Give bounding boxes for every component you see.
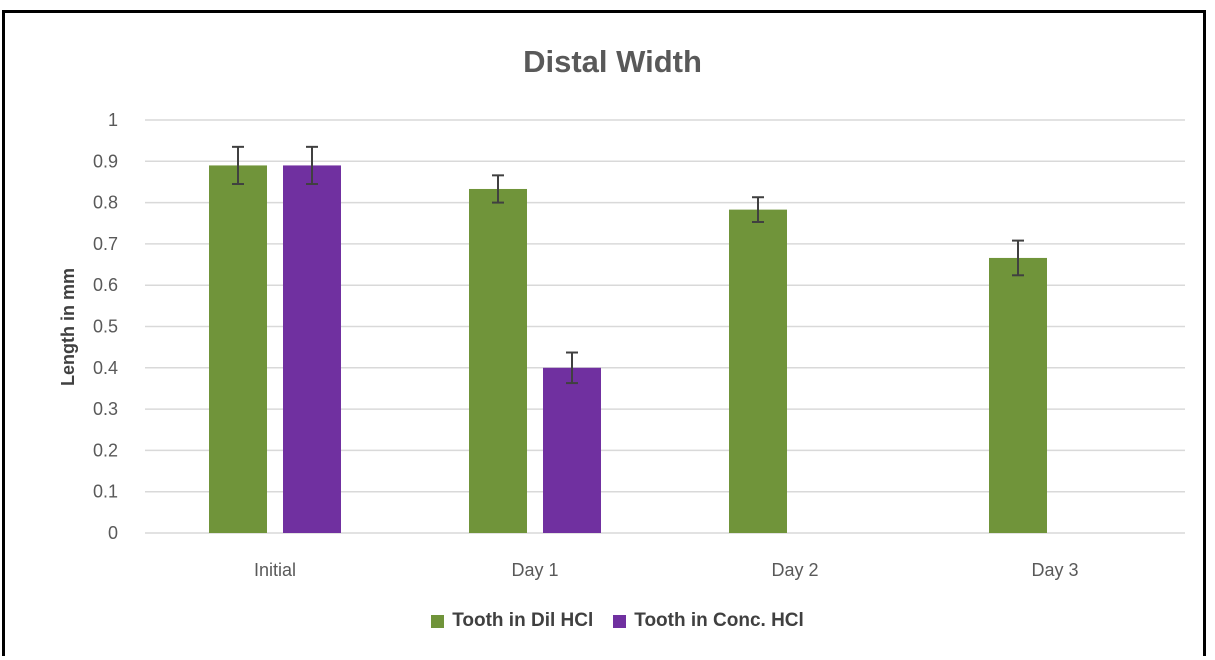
y-tick-label: 0.5 — [93, 317, 118, 337]
y-tick-label: 0.9 — [93, 151, 118, 171]
legend-label-conc: Tooth in Conc. HCl — [634, 610, 804, 631]
y-tick-label: 0.6 — [93, 275, 118, 295]
x-tick-label: Day 1 — [511, 560, 558, 580]
y-tick-label: 0.7 — [93, 234, 118, 254]
x-tick-label: Initial — [254, 560, 296, 580]
y-tick-label: 0.3 — [93, 399, 118, 419]
legend-swatch-conc — [613, 614, 627, 628]
bar-dil-2 — [729, 209, 787, 533]
bar-conc-0 — [283, 165, 341, 533]
y-tick-label: 0.2 — [93, 440, 118, 460]
bars — [209, 165, 1047, 533]
bar-dil-3 — [989, 257, 1047, 533]
legend-swatch-dil — [431, 614, 445, 628]
bar-dil-1 — [469, 188, 527, 533]
y-tick-label: 0 — [108, 523, 118, 543]
bar-dil-0 — [209, 165, 267, 533]
y-axis-label: Length in mm — [58, 268, 78, 386]
y-tick-label: 0.8 — [93, 193, 118, 213]
legend-label-dil: Tooth in Dil HCl — [452, 610, 594, 631]
legend-item-dil: Tooth in Dil HCl — [431, 610, 593, 632]
y-tick-label: 0.1 — [93, 482, 118, 502]
y-tick-label: 0.4 — [93, 358, 118, 378]
legend-item-conc: Tooth in Conc. HCl — [613, 610, 804, 632]
y-tick-label: 1 — [108, 110, 118, 130]
x-axis-ticks: Initial Day 1 Day 2 Day 3 — [254, 560, 1079, 580]
legend: Tooth in Dil HCl Tooth in Conc. HCl — [0, 610, 1215, 632]
chart-title: Distal Width — [523, 44, 702, 79]
x-tick-label: Day 3 — [1031, 560, 1078, 580]
error-bars — [232, 145, 1024, 385]
y-axis-ticks: 0 0.1 0.2 0.3 0.4 0.5 0.6 0.7 0.8 0.9 1 — [93, 110, 118, 543]
bar-conc-1 — [543, 367, 601, 533]
x-tick-label: Day 2 — [771, 560, 818, 580]
